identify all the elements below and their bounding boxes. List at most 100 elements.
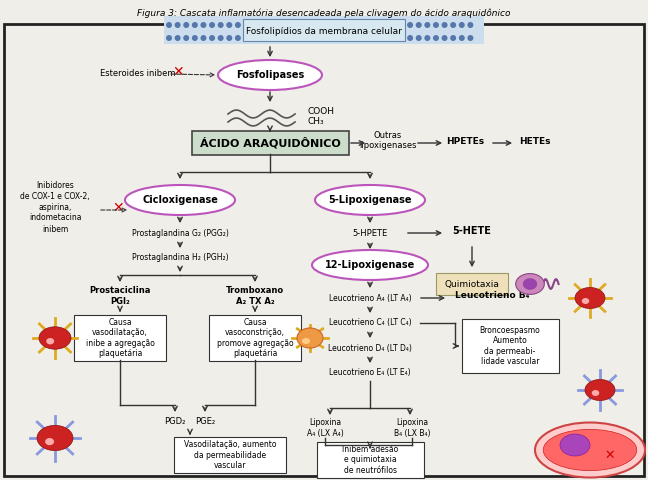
Text: Outras: Outras xyxy=(374,132,402,141)
Ellipse shape xyxy=(286,35,292,41)
Text: HETEs: HETEs xyxy=(519,136,551,145)
Ellipse shape xyxy=(278,35,284,41)
Ellipse shape xyxy=(364,22,370,28)
Ellipse shape xyxy=(218,60,322,90)
Ellipse shape xyxy=(424,22,430,28)
Ellipse shape xyxy=(467,22,474,28)
Ellipse shape xyxy=(543,430,637,470)
Ellipse shape xyxy=(218,35,224,41)
Ellipse shape xyxy=(407,22,413,28)
Ellipse shape xyxy=(407,35,413,41)
Text: Prostaglandina G₂ (PGG₂): Prostaglandina G₂ (PGG₂) xyxy=(132,228,229,238)
Ellipse shape xyxy=(302,338,310,344)
Ellipse shape xyxy=(585,380,615,400)
Ellipse shape xyxy=(315,185,425,215)
Ellipse shape xyxy=(244,22,249,28)
Ellipse shape xyxy=(312,250,428,280)
Ellipse shape xyxy=(330,35,336,41)
Ellipse shape xyxy=(424,35,430,41)
Ellipse shape xyxy=(39,327,71,349)
Ellipse shape xyxy=(278,22,284,28)
FancyBboxPatch shape xyxy=(164,16,484,44)
Text: HPETEs: HPETEs xyxy=(446,136,484,145)
Ellipse shape xyxy=(125,185,235,215)
Text: Vasodilatação, aumento
da permeabilidade
vascular: Vasodilatação, aumento da permeabilidade… xyxy=(184,440,276,470)
Ellipse shape xyxy=(592,390,599,396)
Ellipse shape xyxy=(218,22,224,28)
Ellipse shape xyxy=(295,35,301,41)
Ellipse shape xyxy=(433,35,439,41)
Text: CH₃: CH₃ xyxy=(308,117,325,125)
Ellipse shape xyxy=(381,22,388,28)
Ellipse shape xyxy=(260,35,267,41)
Ellipse shape xyxy=(166,22,172,28)
Ellipse shape xyxy=(174,35,181,41)
FancyBboxPatch shape xyxy=(4,24,644,476)
Ellipse shape xyxy=(46,338,54,345)
Ellipse shape xyxy=(270,22,275,28)
Ellipse shape xyxy=(535,422,645,478)
Text: Broncoespasmo
Aumento
da permeabi-
lidade vascular: Broncoespasmo Aumento da permeabi- lidad… xyxy=(480,326,540,366)
Text: Leucotrieno E₄ (LT E₄): Leucotrieno E₄ (LT E₄) xyxy=(329,369,411,377)
Ellipse shape xyxy=(192,35,198,41)
Text: inibem: inibem xyxy=(42,225,68,233)
Ellipse shape xyxy=(209,22,215,28)
Ellipse shape xyxy=(192,22,198,28)
Text: Tromboxano
A₂ TX A₂: Tromboxano A₂ TX A₂ xyxy=(226,286,284,306)
Text: ÁCIDO ARAQUIDÔNICO: ÁCIDO ARAQUIDÔNICO xyxy=(200,137,340,149)
Ellipse shape xyxy=(183,35,189,41)
Text: 5-HPETE: 5-HPETE xyxy=(353,228,388,238)
FancyBboxPatch shape xyxy=(192,131,349,155)
Ellipse shape xyxy=(226,35,232,41)
Text: Leucotrieno A₄ (LT A₄): Leucotrieno A₄ (LT A₄) xyxy=(329,293,411,302)
Ellipse shape xyxy=(459,22,465,28)
Text: Figura 3: Cascata inflamatória desencadeada pela clivagem do ácido araquidônico: Figura 3: Cascata inflamatória desencade… xyxy=(137,8,511,17)
Ellipse shape xyxy=(235,22,241,28)
Text: Causa
vasodilatação,
inibe a agregação
plaquetária: Causa vasodilatação, inibe a agregação p… xyxy=(86,318,154,358)
Ellipse shape xyxy=(459,35,465,41)
Ellipse shape xyxy=(356,35,362,41)
Text: ✕: ✕ xyxy=(172,65,184,79)
Ellipse shape xyxy=(416,35,422,41)
Ellipse shape xyxy=(560,434,590,456)
Ellipse shape xyxy=(200,35,207,41)
Text: Inibem adesão
e quimiotaxia
de neutrófilos: Inibem adesão e quimiotaxia de neutrófil… xyxy=(342,445,398,475)
Ellipse shape xyxy=(235,35,241,41)
Text: lipoxigenases: lipoxigenases xyxy=(359,141,417,149)
Ellipse shape xyxy=(373,35,378,41)
Ellipse shape xyxy=(45,438,54,445)
Ellipse shape xyxy=(390,35,396,41)
Ellipse shape xyxy=(321,35,327,41)
Ellipse shape xyxy=(252,35,258,41)
Ellipse shape xyxy=(183,22,189,28)
Ellipse shape xyxy=(304,22,310,28)
Text: Fosfolipídios da membrana celular: Fosfolipídios da membrana celular xyxy=(246,26,402,36)
Ellipse shape xyxy=(381,35,388,41)
Ellipse shape xyxy=(166,35,172,41)
Text: Prostaciclina
PGI₂: Prostaciclina PGI₂ xyxy=(89,286,151,306)
Ellipse shape xyxy=(347,35,353,41)
Ellipse shape xyxy=(226,22,232,28)
Ellipse shape xyxy=(260,22,267,28)
Text: COOH: COOH xyxy=(308,108,335,117)
Ellipse shape xyxy=(390,22,396,28)
Ellipse shape xyxy=(450,35,456,41)
Ellipse shape xyxy=(338,22,344,28)
FancyBboxPatch shape xyxy=(461,319,559,373)
Ellipse shape xyxy=(373,22,378,28)
Ellipse shape xyxy=(399,35,404,41)
Ellipse shape xyxy=(347,22,353,28)
Ellipse shape xyxy=(356,22,362,28)
Text: ✕: ✕ xyxy=(605,448,615,461)
Text: Fosfolipases: Fosfolipases xyxy=(236,70,304,80)
Text: PGD₂: PGD₂ xyxy=(165,418,186,427)
FancyBboxPatch shape xyxy=(74,315,166,361)
Ellipse shape xyxy=(416,22,422,28)
Ellipse shape xyxy=(321,22,327,28)
FancyBboxPatch shape xyxy=(436,273,508,295)
Ellipse shape xyxy=(575,288,605,309)
Ellipse shape xyxy=(174,22,181,28)
Text: PGE₂: PGE₂ xyxy=(195,418,215,427)
FancyBboxPatch shape xyxy=(316,442,424,478)
Ellipse shape xyxy=(200,22,207,28)
